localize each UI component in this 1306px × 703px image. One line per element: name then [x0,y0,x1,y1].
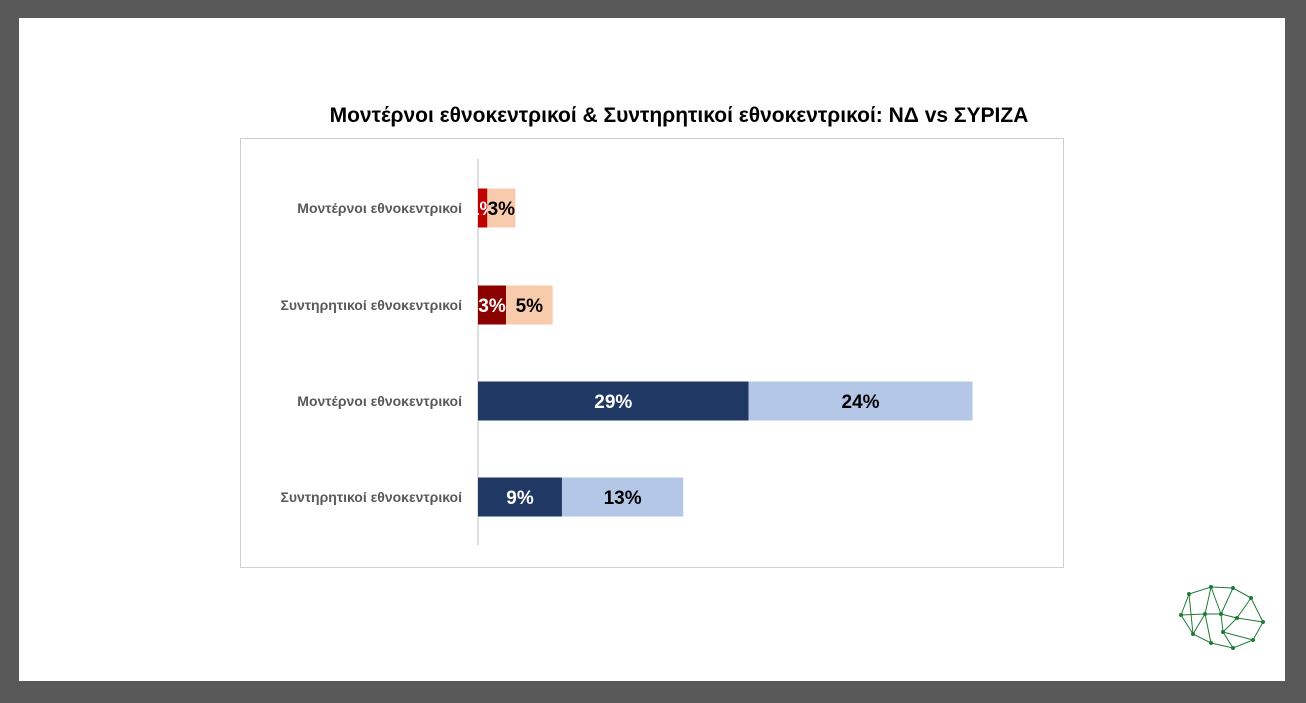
bar-segment-2-1 [478,285,506,325]
category-label: Συντηρητικοί εθνοκεντρικοί [280,489,462,505]
bar-chart: Μοντέρνοι εθνοκεντρικοί 1%3%Συντηρητικοί … [280,159,973,545]
data-label: 3% [478,296,506,317]
bar-segment-4-2 [561,477,684,517]
category-label: Μοντέρνοι εθνοκεντρικοί [297,200,462,216]
network-brain-logo-icon [1179,585,1265,650]
bar-segment-3-1 [478,381,749,421]
category-label: Μοντέρνοι εθνοκεντρικοί [297,393,462,409]
bar-segment-1-2 [487,188,516,228]
chart-title: Μοντέρνοι εθνοκεντρικοί & Συντηρητικοί ε… [329,104,1029,127]
data-label: 3% [488,199,516,220]
bar-segment-1-1 [478,188,488,228]
slide: Μοντέρνοι εθνοκεντρικοί & Συντηρητικοί ε… [19,18,1285,681]
data-label: 5% [516,296,544,317]
data-label: 24% [842,392,880,413]
data-label: 9% [506,488,534,509]
chart-area: Μοντέρνοι εθνοκεντρικοί 1% 3% Συντηρητικοί … [240,138,1064,568]
bar-segment-3-2 [748,381,973,421]
bar-segment-2-2 [505,285,553,325]
category-label: Συντηρητικοί εθνοκεντρικοί [280,297,462,313]
data-label: 13% [604,488,642,509]
bar-segment-4-1 [478,477,562,517]
data-label: 29% [594,392,632,413]
